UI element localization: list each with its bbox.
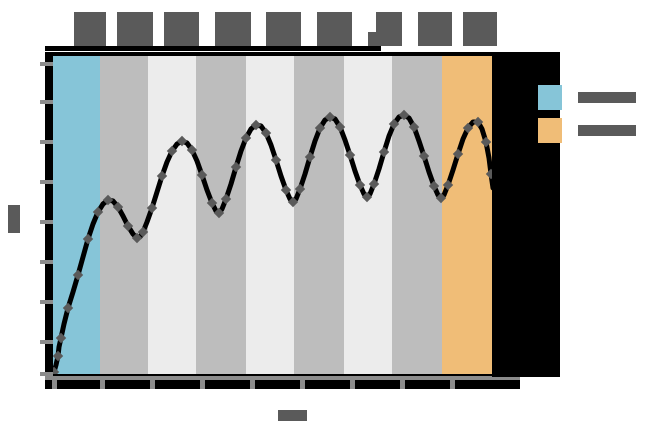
plot-area xyxy=(52,56,492,374)
y-tick-8 xyxy=(40,372,53,376)
x-axis-spine xyxy=(45,380,520,389)
data-point-marker xyxy=(294,183,306,195)
data-point-marker xyxy=(240,132,252,144)
data-point-marker xyxy=(55,332,67,344)
data-point-marker xyxy=(270,154,282,166)
data-point-marker xyxy=(398,109,410,121)
y-tick-6 xyxy=(40,300,53,304)
legend-entry-2-label xyxy=(578,125,636,136)
data-point-marker xyxy=(72,269,84,281)
data-point-marker xyxy=(196,169,208,181)
x-tick-4 xyxy=(250,376,255,389)
series-line xyxy=(52,112,492,374)
band-region-6 xyxy=(294,56,344,374)
x-tick-3 xyxy=(200,376,205,389)
data-point-marker xyxy=(220,193,232,205)
data-point-marker xyxy=(280,184,292,196)
x-tick-2 xyxy=(150,376,155,389)
x-axis-title xyxy=(278,410,307,421)
data-point-marker xyxy=(112,201,124,213)
band-label-strip xyxy=(0,0,664,52)
data-point-marker xyxy=(122,220,134,232)
band-label-9 xyxy=(463,12,497,46)
y-tick-4 xyxy=(40,220,53,224)
data-point-marker xyxy=(485,168,492,180)
y-tick-0 xyxy=(40,62,53,66)
data-point-marker xyxy=(230,161,242,173)
data-point-marker xyxy=(137,226,149,238)
x-tick-5 xyxy=(300,376,305,389)
axis-top-rule xyxy=(45,46,381,51)
legend-entry-2-swatch xyxy=(538,118,562,143)
band-label-6 xyxy=(317,12,352,46)
data-point-marker xyxy=(52,350,64,362)
y-tick-7 xyxy=(40,340,53,344)
y-tick-1 xyxy=(40,100,53,104)
x-tick-8 xyxy=(450,376,455,389)
y-tick-3 xyxy=(40,180,53,184)
band-region-5 xyxy=(246,56,294,374)
band-label-3 xyxy=(164,12,199,46)
y-tick-5 xyxy=(40,260,53,264)
band-region-1 xyxy=(52,56,100,374)
data-point-marker xyxy=(186,144,198,156)
legend-entry-1-swatch xyxy=(538,85,562,110)
band-label-7 xyxy=(376,12,402,46)
data-point-marker xyxy=(388,118,400,130)
x-tick-0 xyxy=(52,376,57,389)
data-point-marker xyxy=(146,202,158,214)
legend-entry-1-label xyxy=(578,92,636,103)
band-region-3 xyxy=(148,56,196,374)
data-point-marker xyxy=(287,196,299,208)
data-point-marker xyxy=(102,194,114,206)
data-point-marker xyxy=(435,192,447,204)
data-point-marker xyxy=(250,119,262,131)
data-point-marker xyxy=(62,302,74,314)
band-region-7 xyxy=(344,56,392,374)
data-point-marker xyxy=(213,207,225,219)
band-label-5 xyxy=(266,12,301,46)
band-label-8 xyxy=(418,12,452,46)
band-label-4 xyxy=(215,12,251,46)
data-point-marker xyxy=(52,366,60,374)
band-label-2 xyxy=(117,12,153,46)
y-axis-spine xyxy=(46,53,53,377)
x-tick-7 xyxy=(400,376,405,389)
data-series-svg xyxy=(52,109,492,374)
data-point-marker xyxy=(260,127,272,139)
band-region-9 xyxy=(442,56,492,374)
band-label-7-tail xyxy=(368,32,377,46)
data-point-marker xyxy=(206,197,218,209)
data-point-marker xyxy=(131,232,143,244)
x-tick-1 xyxy=(100,376,105,389)
x-tick-6 xyxy=(350,376,355,389)
data-point-marker xyxy=(472,116,484,128)
band-label-1 xyxy=(74,12,106,46)
data-point-marker xyxy=(82,233,94,245)
y-tick-2 xyxy=(40,140,53,144)
x-axis-shadow xyxy=(45,376,520,381)
data-point-marker xyxy=(361,191,373,203)
data-point-marker xyxy=(324,111,336,123)
y-axis-title xyxy=(8,205,20,233)
band-region-8 xyxy=(392,56,442,374)
data-point-marker xyxy=(92,206,104,218)
